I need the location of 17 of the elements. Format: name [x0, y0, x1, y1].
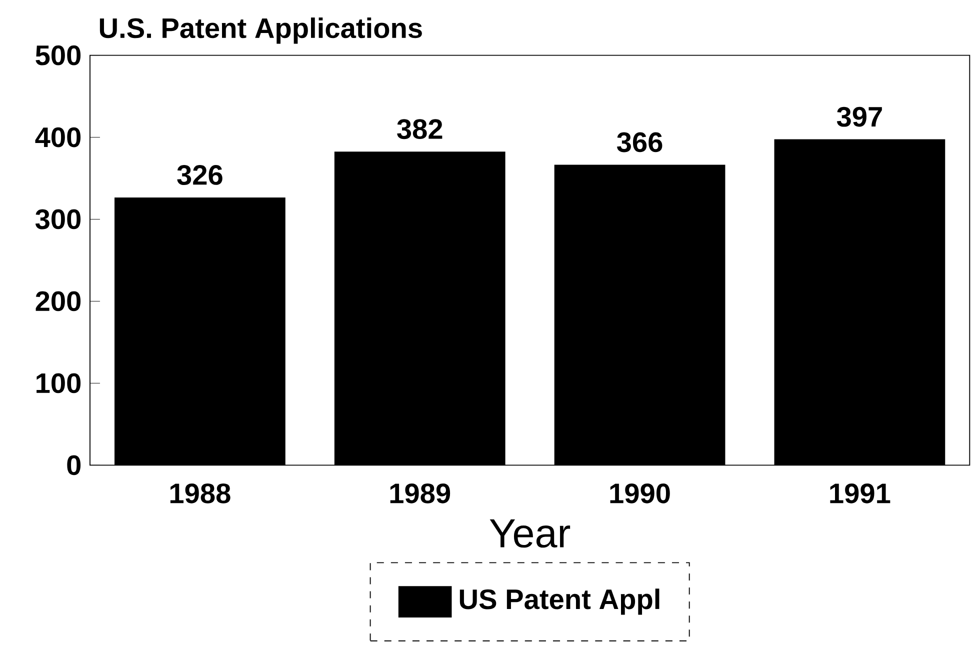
y-tick-label: 500 — [36, 45, 81, 66]
y-tick-label: 400 — [35, 127, 81, 148]
data-label: 382 — [397, 119, 442, 140]
data-label: 366 — [616, 132, 662, 152]
x-axis-title: Year — [490, 519, 570, 548]
data-label: 326 — [177, 165, 222, 185]
x-tick-label: 1988 — [170, 483, 230, 504]
x-tick-label: 1989 — [390, 483, 450, 504]
y-tick-label: 0 — [67, 455, 81, 476]
chart-title: U.S. Patent Applications — [100, 17, 422, 44]
y-tick-label: 200 — [36, 291, 81, 312]
x-tick-label: 1991 — [830, 483, 890, 504]
y-tick-label: 100 — [36, 373, 81, 394]
y-tick-label: 300 — [35, 209, 81, 230]
data-label: 397 — [836, 106, 882, 127]
x-tick-label: 1990 — [610, 483, 670, 504]
legend-label: US Patent Appl — [460, 588, 660, 615]
